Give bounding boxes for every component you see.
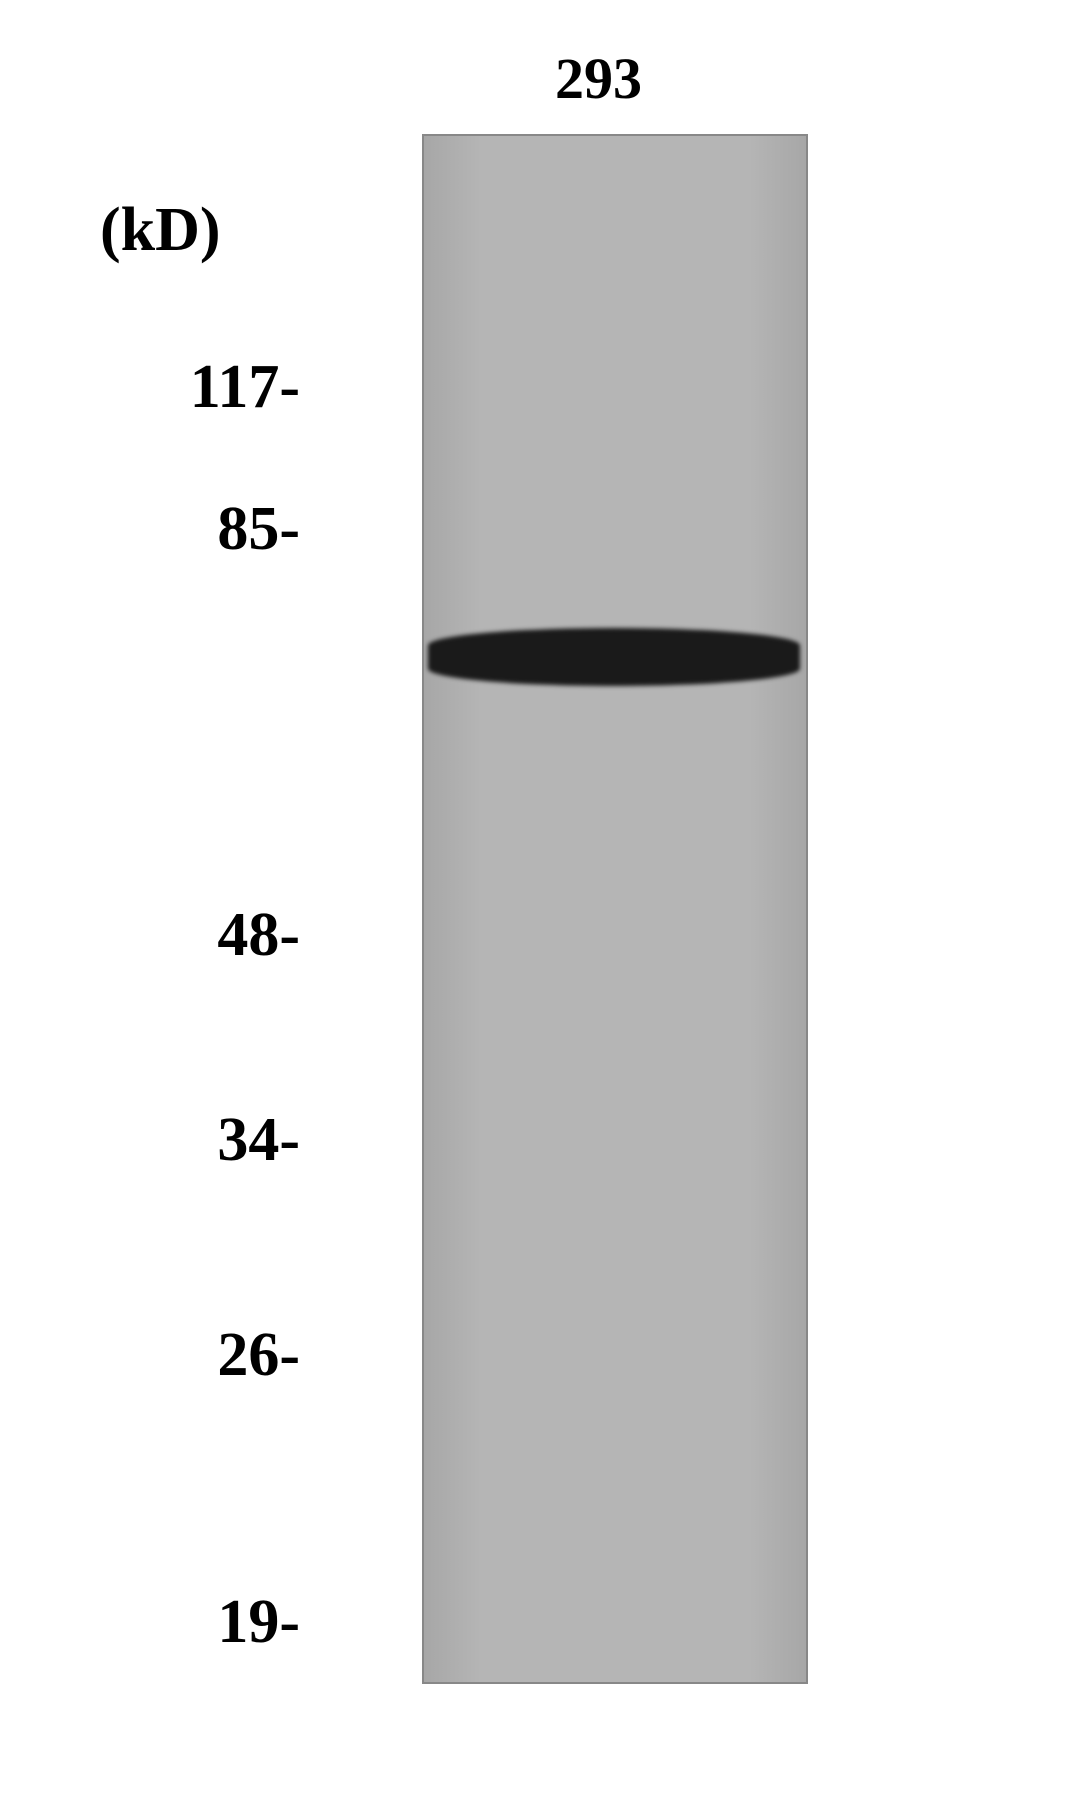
lane-shading — [424, 136, 806, 1682]
western-blot-container: 293 (kD) 117- 85- 48- 34- 26- 19- — [0, 0, 1080, 1809]
blot-lane — [422, 134, 808, 1684]
marker-2: 48- — [100, 900, 300, 971]
protein-band — [428, 628, 800, 686]
lane-label: 293 — [555, 45, 642, 112]
marker-1: 85- — [100, 494, 300, 565]
marker-5: 19- — [100, 1587, 300, 1658]
marker-4: 26- — [100, 1320, 300, 1391]
axis-label-kd: (kD) — [100, 195, 221, 266]
marker-0: 117- — [100, 352, 300, 423]
marker-3: 34- — [100, 1105, 300, 1176]
